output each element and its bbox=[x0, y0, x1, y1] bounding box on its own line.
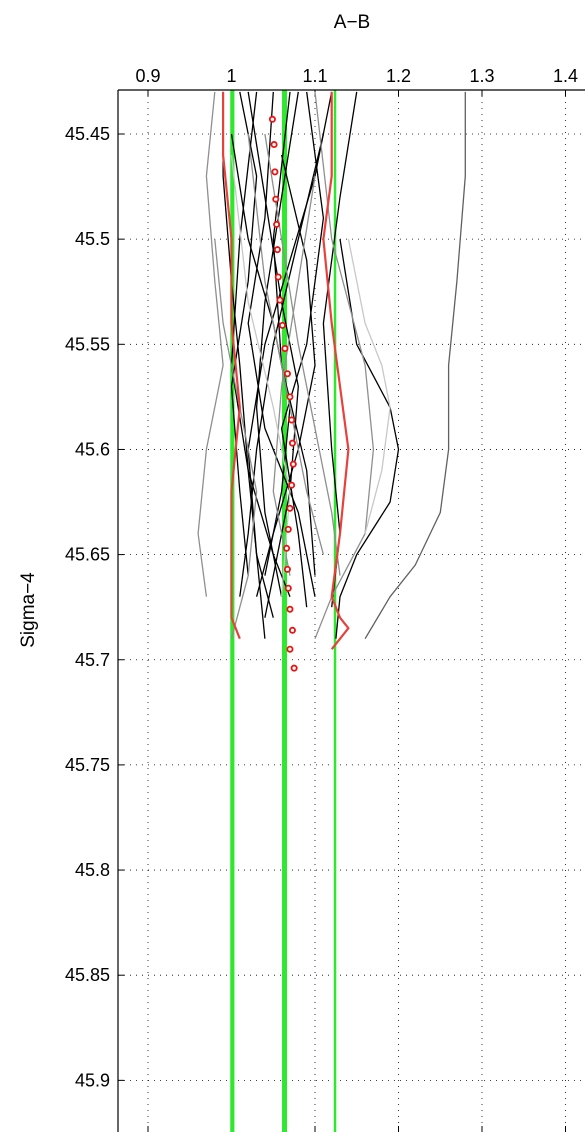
profile-line bbox=[272, 175, 316, 576]
marker-point bbox=[283, 370, 291, 378]
x-tick-label: 1 bbox=[226, 66, 236, 86]
profile-line bbox=[222, 91, 266, 639]
profile-lines bbox=[197, 91, 466, 650]
y-tick-label: 45.45 bbox=[65, 124, 110, 144]
profile-line bbox=[335, 238, 400, 639]
marker-point bbox=[272, 195, 280, 203]
marker-point bbox=[271, 168, 279, 176]
y-tick-label: 45.5 bbox=[75, 229, 110, 249]
marker-point bbox=[288, 626, 296, 634]
marker-point bbox=[281, 345, 289, 353]
profile-line bbox=[247, 91, 316, 597]
y-tick-label: 45.9 bbox=[75, 1070, 110, 1090]
grid bbox=[118, 90, 585, 1132]
y-tick-label: 45.55 bbox=[65, 334, 110, 354]
profile-line bbox=[214, 239, 258, 639]
y-axis-ticks: 45.45 45.5 45.55 45.6 45.65 45.7 45.75 45.8 45.8… bbox=[65, 124, 124, 1090]
y-tick-label: 45.85 bbox=[65, 965, 110, 985]
profile-line bbox=[280, 91, 325, 608]
y-tick-label: 45.6 bbox=[75, 439, 110, 459]
marker-series bbox=[268, 115, 298, 672]
plot-frame bbox=[117, 89, 585, 1132]
marker-point bbox=[274, 273, 282, 281]
x-tick-label: 1.1 bbox=[302, 66, 327, 86]
y-tick-label: 45.75 bbox=[65, 755, 110, 775]
marker-point bbox=[288, 416, 296, 424]
marker-point bbox=[270, 141, 278, 149]
marker-point bbox=[286, 393, 294, 401]
marker-point bbox=[283, 544, 291, 552]
x-axis-title: A−B bbox=[334, 12, 370, 33]
profile-line bbox=[247, 133, 325, 555]
marker-point bbox=[290, 664, 298, 672]
profile-line bbox=[347, 238, 391, 534]
marker-point bbox=[286, 605, 294, 613]
x-tick-label: 0.9 bbox=[135, 66, 160, 86]
profile-line bbox=[247, 91, 299, 618]
marker-point bbox=[286, 645, 294, 653]
marker-point bbox=[273, 220, 281, 228]
profile-line bbox=[255, 154, 316, 597]
y-tick-label: 45.65 bbox=[65, 545, 110, 565]
x-axis-ticks: 0.9 1 1.1 1.2 1.3 1.4 bbox=[135, 66, 578, 1132]
marker-point bbox=[288, 481, 296, 489]
marker-point bbox=[286, 504, 294, 512]
x-tick-label: 1.3 bbox=[469, 66, 494, 86]
marker-point bbox=[268, 115, 276, 123]
marker-point bbox=[273, 246, 281, 254]
y-tick-label: 45.8 bbox=[75, 860, 110, 880]
profile-line bbox=[239, 133, 325, 597]
x-tick-label: 1.4 bbox=[553, 66, 578, 86]
marker-point bbox=[276, 296, 284, 304]
profile-line bbox=[264, 133, 341, 576]
marker-point bbox=[284, 584, 292, 592]
marker-point bbox=[278, 321, 286, 329]
profile-line bbox=[364, 91, 466, 640]
highlight-profile-line bbox=[222, 91, 241, 640]
marker-point bbox=[284, 525, 292, 533]
profile-line bbox=[197, 91, 224, 597]
marker-point bbox=[283, 565, 291, 573]
x-tick-label: 1.2 bbox=[386, 66, 411, 86]
y-tick-label: 45.7 bbox=[75, 650, 110, 670]
profile-line bbox=[230, 91, 258, 576]
y-axis-title: Sigma−4 bbox=[18, 572, 39, 648]
marker-point bbox=[288, 439, 296, 447]
highlight-profile-line bbox=[322, 91, 350, 650]
marker-point bbox=[289, 460, 297, 468]
